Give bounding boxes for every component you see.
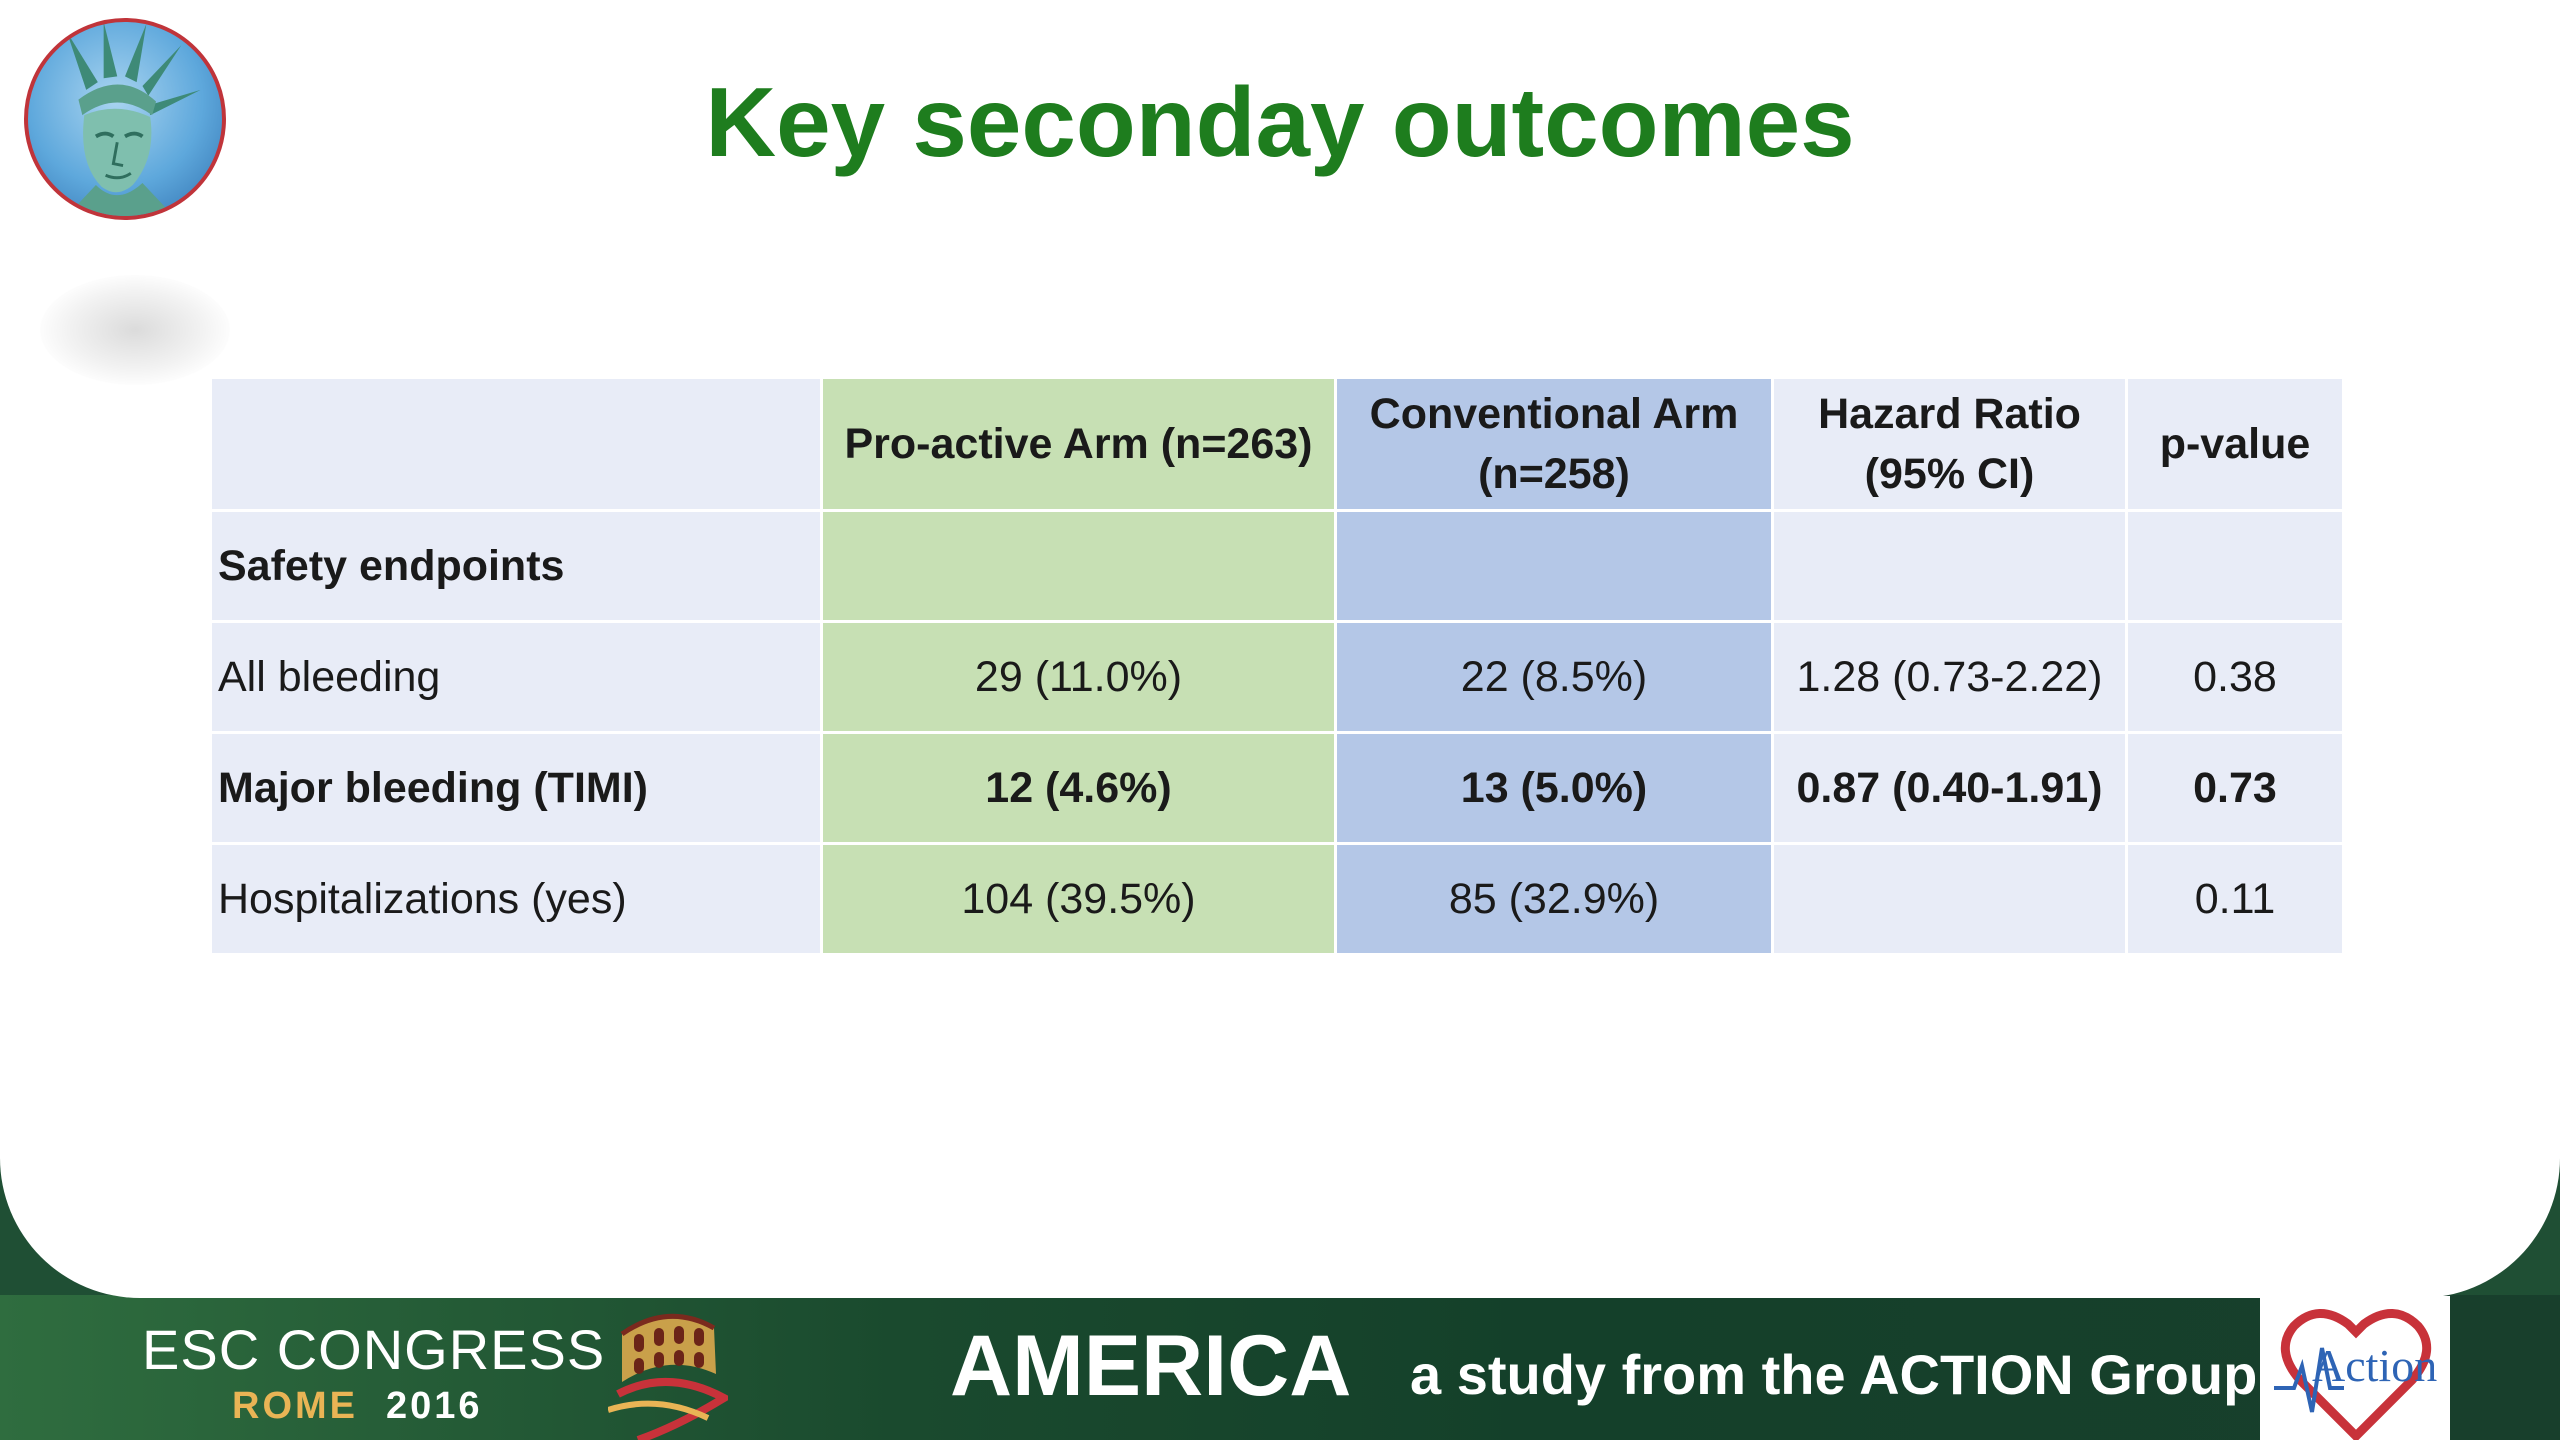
table-row: All bleeding 29 (11.0%) 22 (8.5%) 1.28 (… bbox=[212, 623, 2342, 731]
header-p-value: p-value bbox=[2128, 379, 2342, 509]
congress-city: ROME bbox=[232, 1385, 358, 1427]
header-conventional-line1: Conventional Arm bbox=[1369, 390, 1739, 438]
heart-ecg-icon bbox=[2260, 1296, 2450, 1440]
cell-conventional bbox=[1337, 512, 1771, 620]
header-conventional: Conventional Arm (n=258) bbox=[1337, 379, 1771, 509]
esc-congress-logo: ESC CONGRESS ROME 2016 bbox=[142, 1318, 605, 1430]
row-label: Hospitalizations (yes) bbox=[212, 845, 820, 953]
table-row: Major bleeding (TIMI) 12 (4.6%) 13 (5.0%… bbox=[212, 734, 2342, 842]
cell-p-value bbox=[2128, 512, 2342, 620]
outcomes-table: Pro-active Arm (n=263) Conventional Arm … bbox=[209, 376, 2345, 956]
header-hazard-line1: Hazard Ratio bbox=[1818, 390, 2081, 438]
cell-hazard-ratio: 1.28 (0.73-2.22) bbox=[1774, 623, 2125, 731]
header-pro-active: Pro-active Arm (n=263) bbox=[823, 379, 1334, 509]
action-group-logo-text: Action bbox=[2312, 1340, 2438, 1391]
header-label-cell bbox=[212, 379, 820, 509]
cell-conventional: 13 (5.0%) bbox=[1337, 734, 1771, 842]
row-label: All bleeding bbox=[212, 623, 820, 731]
header-pro-active-text: Pro-active Arm (n=263) bbox=[844, 420, 1313, 468]
header-hazard-line2: (95% CI) bbox=[1864, 450, 2035, 498]
cell-pro-active: 29 (11.0%) bbox=[823, 623, 1334, 731]
footer-background bbox=[0, 1295, 2560, 1440]
header-conventional-line2: (n=258) bbox=[1478, 450, 1630, 498]
table-row: Safety endpoints bbox=[212, 512, 2342, 620]
header-p-value-text: p-value bbox=[2159, 420, 2311, 468]
cell-p-value: 0.38 bbox=[2128, 623, 2342, 731]
study-tagline: a study from the ACTION Group bbox=[1410, 1343, 2258, 1406]
congress-year: 2016 bbox=[386, 1385, 483, 1427]
congress-name: ESC CONGRESS bbox=[142, 1318, 606, 1381]
row-label: Safety endpoints bbox=[212, 512, 820, 620]
cell-hazard-ratio bbox=[1774, 845, 2125, 953]
cell-conventional: 85 (32.9%) bbox=[1337, 845, 1771, 953]
header-hazard-ratio: Hazard Ratio (95% CI) bbox=[1774, 379, 2125, 509]
cell-pro-active bbox=[823, 512, 1334, 620]
cell-conventional: 22 (8.5%) bbox=[1337, 623, 1771, 731]
slide-title: Key seconday outcomes bbox=[705, 67, 1855, 177]
table-row: Hospitalizations (yes) 104 (39.5%) 85 (3… bbox=[212, 845, 2342, 953]
study-name: AMERICA bbox=[950, 1318, 1352, 1414]
decorative-shadow bbox=[40, 275, 230, 385]
cell-pro-active: 12 (4.6%) bbox=[823, 734, 1334, 842]
cell-hazard-ratio: 0.87 (0.40-1.91) bbox=[1774, 734, 2125, 842]
row-label: Major bleeding (TIMI) bbox=[212, 734, 820, 842]
colosseum-icon bbox=[607, 1298, 733, 1440]
cell-pro-active: 104 (39.5%) bbox=[823, 845, 1334, 953]
cell-hazard-ratio bbox=[1774, 512, 2125, 620]
congress-location: ROME 2016 bbox=[232, 1382, 605, 1430]
cell-p-value: 0.73 bbox=[2128, 734, 2342, 842]
table-header-row: Pro-active Arm (n=263) Conventional Arm … bbox=[212, 379, 2342, 509]
cell-p-value: 0.11 bbox=[2128, 845, 2342, 953]
statue-of-liberty-icon bbox=[24, 18, 226, 220]
